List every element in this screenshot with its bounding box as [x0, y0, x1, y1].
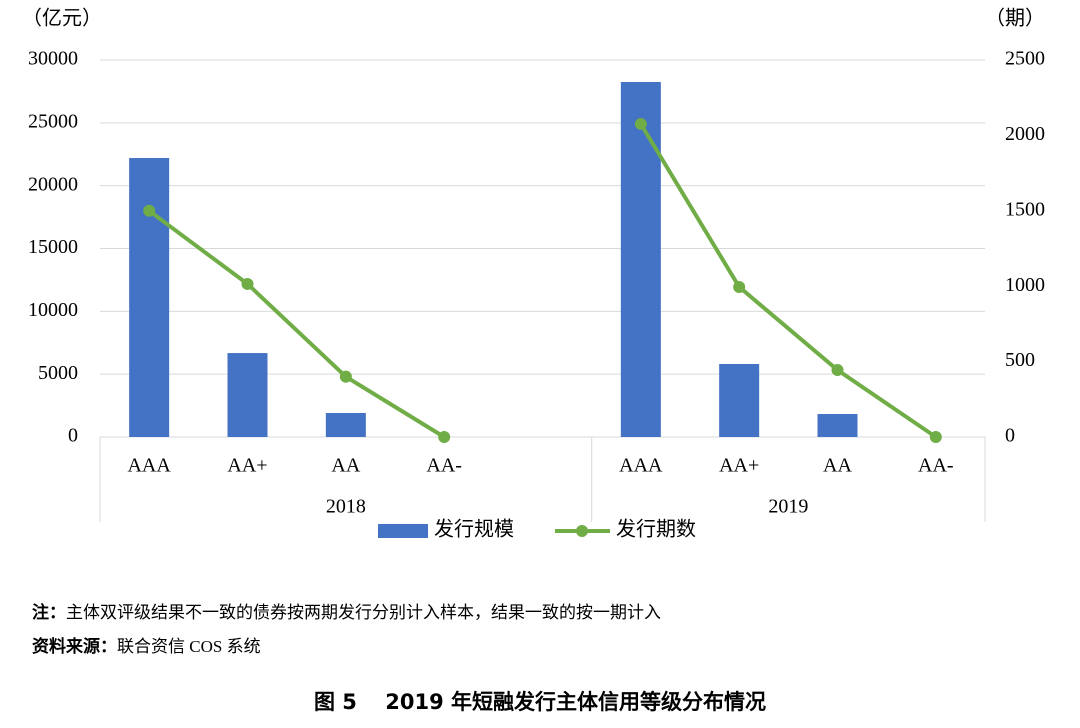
y-tick-label: 15000	[28, 236, 78, 258]
bar	[129, 158, 170, 437]
line	[639, 122, 937, 439]
legend-swatch	[576, 525, 588, 537]
x-tick-label: AA+	[227, 455, 267, 477]
note: 注：主体双评级结果不一致的债券按两期发行分别计入样本，结果一致的按一期计入	[32, 602, 661, 622]
line	[147, 209, 446, 439]
y-tick-label: 0	[68, 425, 78, 447]
bar	[227, 353, 268, 437]
bar	[719, 363, 760, 437]
source-label: 资料来源：	[32, 636, 117, 656]
note-text: 主体双评级结果不一致的债券按两期发行分别计入样本，结果一致的按一期计入	[66, 603, 661, 622]
legend-swatch	[378, 524, 428, 538]
line-marker	[339, 370, 352, 383]
y-tick-label: 20000	[28, 173, 78, 195]
x-tick-label: AA	[823, 455, 852, 477]
line-marker	[241, 277, 254, 290]
legend-label: 发行规模	[434, 518, 514, 541]
x-tick-label: AA-	[918, 455, 954, 477]
x-tick-label: AA+	[719, 455, 759, 477]
y-tick-label: 30000	[28, 48, 78, 70]
y-tick-label: 10000	[28, 299, 78, 321]
legend-label: 发行期数	[616, 518, 696, 541]
y2-tick-label: 0	[1005, 425, 1015, 447]
bar	[817, 414, 858, 437]
y2-unit: （期）	[985, 7, 1045, 30]
bar	[325, 412, 366, 437]
y-tick-label: 5000	[38, 362, 78, 384]
x-tick-label: AA	[331, 455, 360, 477]
y2-tick-label: 2000	[1005, 123, 1045, 145]
source-text: 联合资信 COS 系统	[117, 637, 261, 656]
y2-tick-label: 500	[1005, 349, 1035, 371]
line-marker	[438, 431, 451, 443]
group-label: 2018	[326, 496, 366, 518]
bar	[620, 81, 661, 437]
y2-tick-label: 1000	[1005, 274, 1045, 296]
line-marker	[143, 204, 156, 217]
group-label: 2019	[768, 496, 808, 518]
caption: 图 5 2019 年短融发行主体信用等级分布情况	[314, 690, 766, 714]
line-marker	[831, 364, 844, 377]
line-marker	[733, 280, 746, 293]
x-tick-label: AAA	[619, 455, 663, 477]
y-tick-label: 25000	[28, 110, 78, 132]
y2-tick-label: 1500	[1005, 198, 1045, 220]
x-tick-label: AA-	[426, 455, 462, 477]
y2-tick-label: 2500	[1005, 48, 1045, 70]
x-tick-label: AAA	[127, 455, 171, 477]
source: 资料来源：联合资信 COS 系统	[32, 636, 261, 656]
y-unit: （亿元）	[22, 7, 102, 30]
line-marker	[634, 117, 647, 130]
note-label: 注：	[32, 602, 66, 622]
line-marker	[929, 431, 942, 443]
